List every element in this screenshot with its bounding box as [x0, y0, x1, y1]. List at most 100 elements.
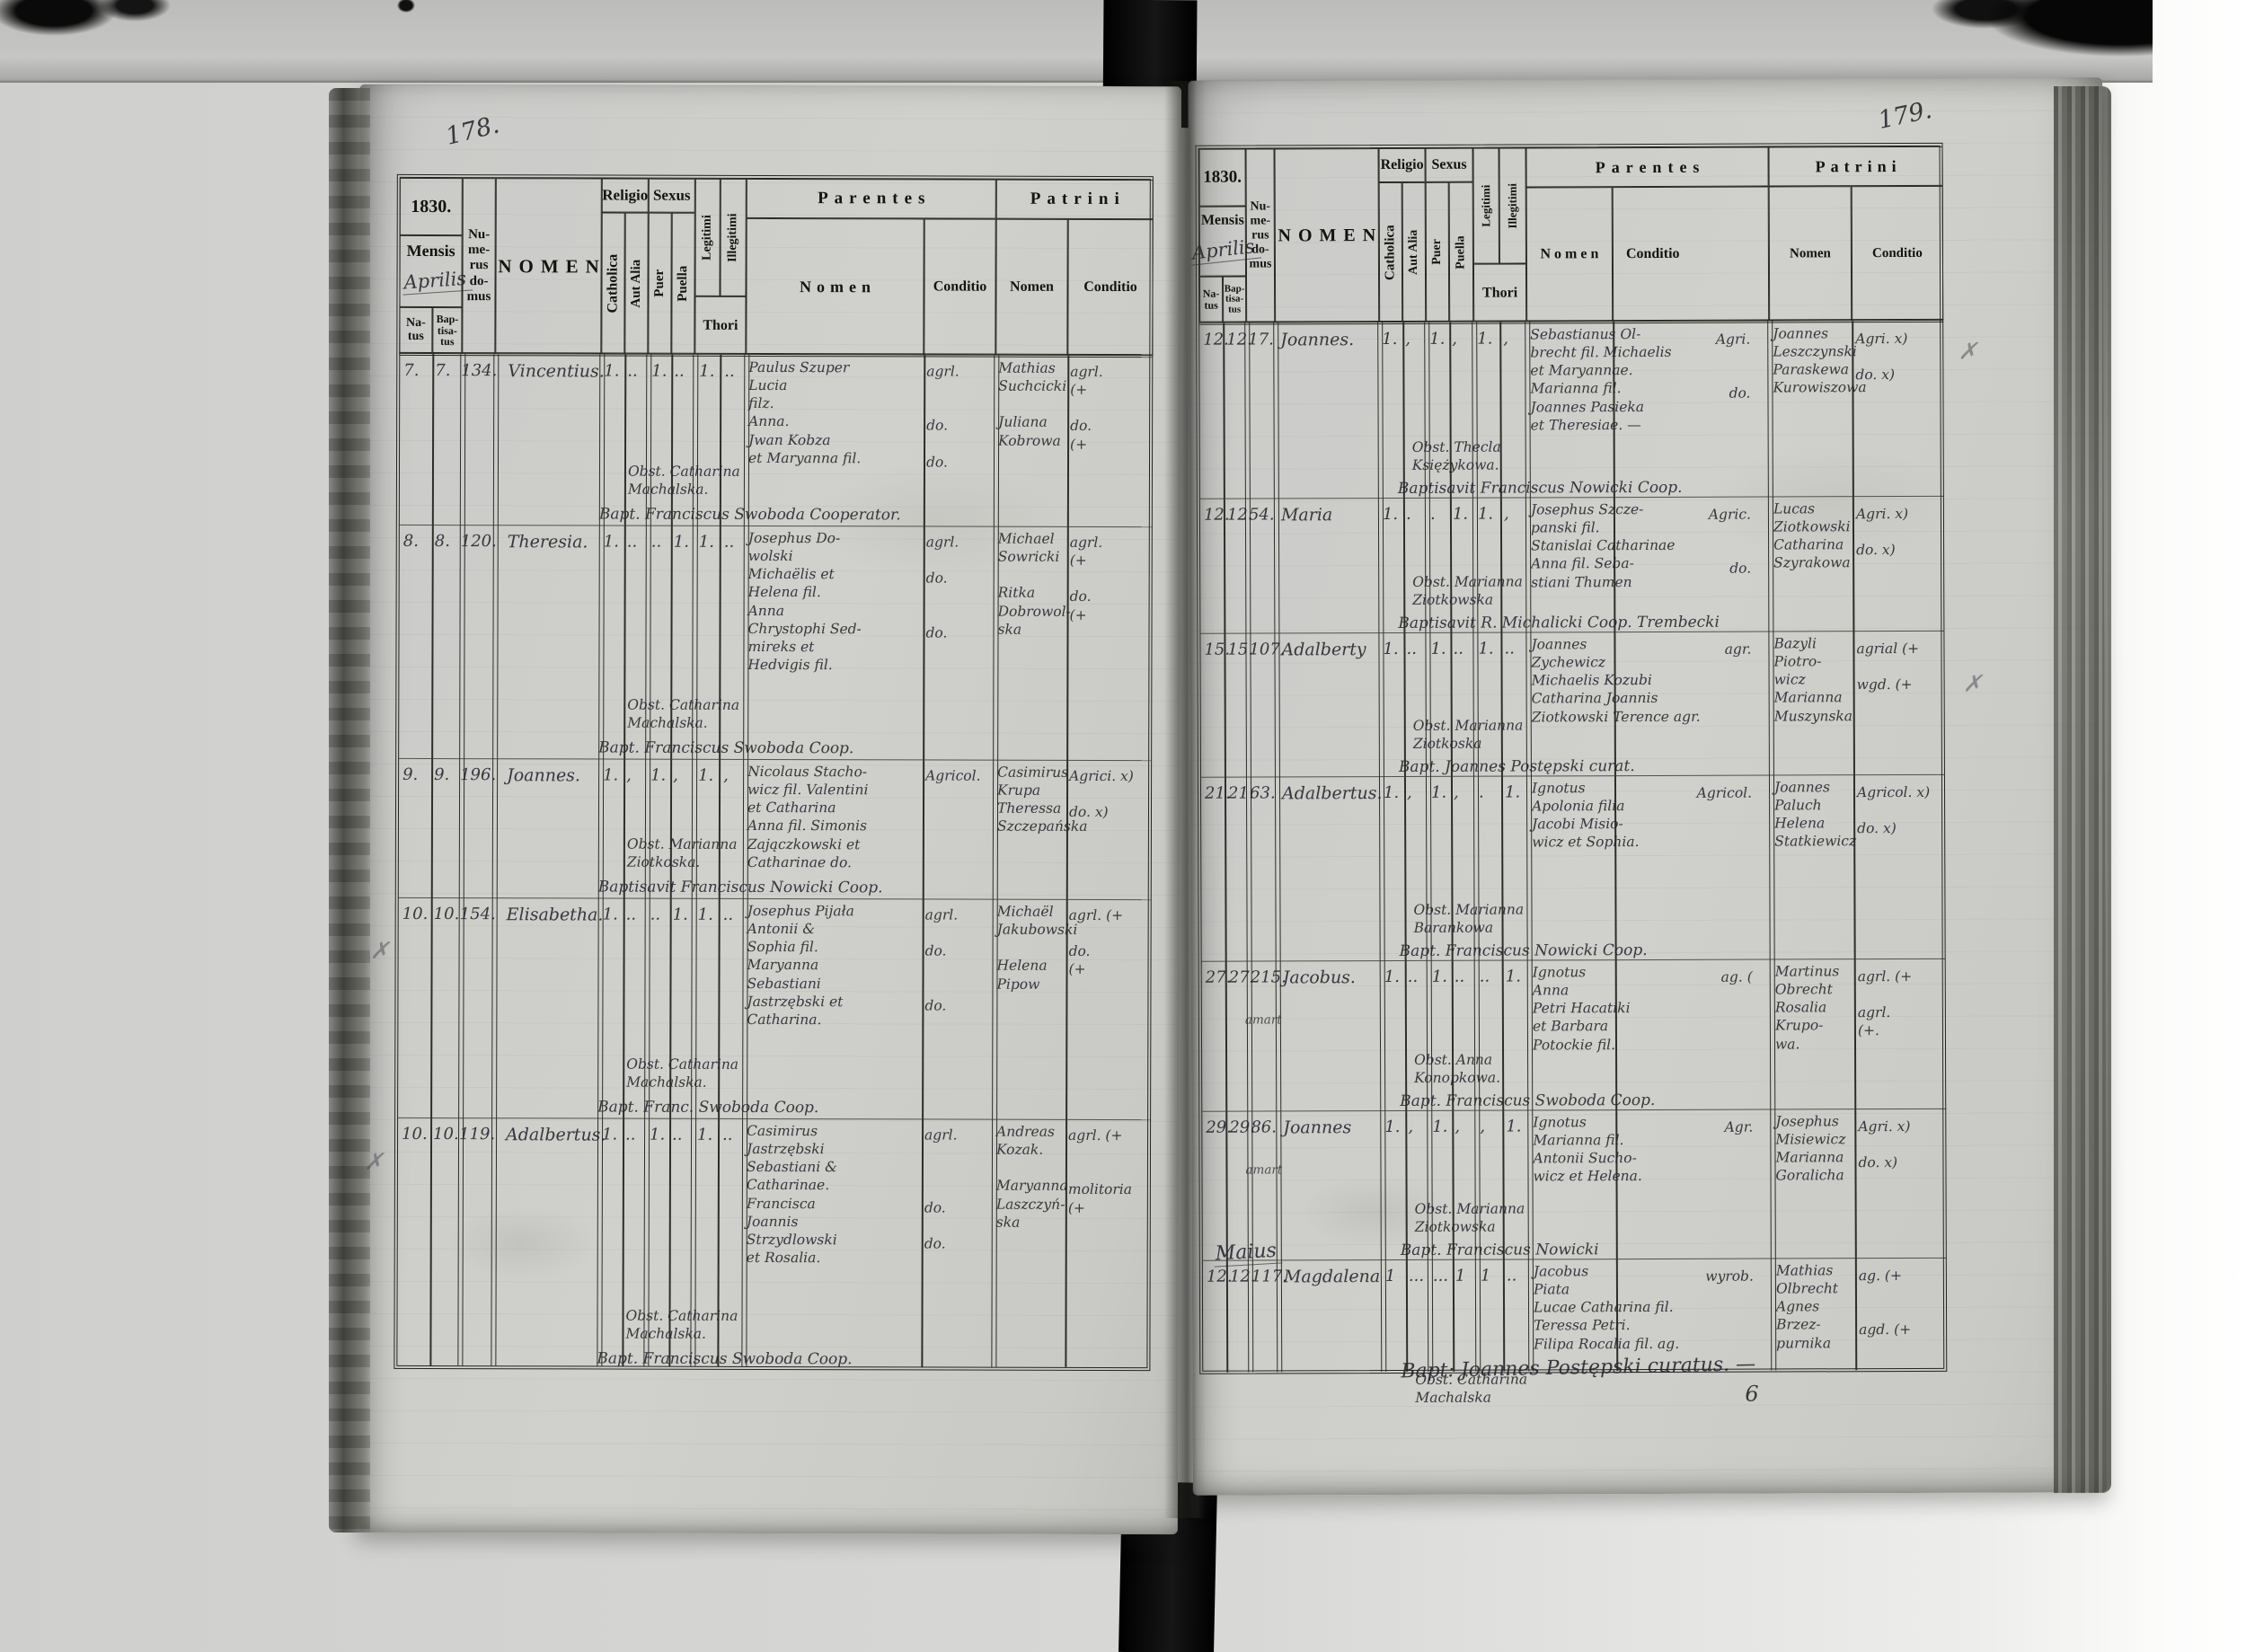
godparents-condition: agrl. (+ do. (+	[1068, 906, 1124, 978]
book-binding-edge	[329, 88, 370, 1533]
legitimi-flag: 1.	[699, 361, 715, 381]
aut-alia-flag: ..	[626, 532, 638, 552]
midwife-note: Obst. Marianna Ziotkoska	[1412, 717, 1524, 752]
midwife-note: Obst. Marianna Ziotkowska	[1414, 1200, 1525, 1235]
godparents-condition: agrl. (+ molitoria (+	[1067, 1126, 1133, 1216]
parents-condition: agr.	[1724, 640, 1752, 658]
illegitimi-flag: ..	[724, 361, 735, 381]
godparents-condition: Agri. x) do. x)	[1855, 505, 1909, 559]
baptizing-priest-note: Bapt. Franciscus Swoboda Cooperator.	[598, 505, 901, 525]
puella-flag: ..	[1453, 639, 1463, 658]
godparents-condition: Agricol. x) do. x)	[1856, 783, 1931, 837]
aut-alia-flag: ..	[625, 905, 637, 924]
catholica-flag: 1.	[1383, 782, 1400, 803]
godparents-names: Josephus Misiewicz Marianna Goralicha	[1775, 1113, 1846, 1184]
aut-alia-flag: ,	[1405, 329, 1411, 349]
baptizing-priest-note: Bapt. Franciscus Nowicki Coop.	[1399, 941, 1648, 960]
legitimi-flag: 1.	[697, 905, 713, 924]
parents-condition: Agricol.	[925, 767, 981, 784]
entries-layer: 12. 12. 17. Joannes. 1. , 1. , 1. , Seba…	[1188, 77, 2107, 1496]
baptisatus-day-value: 8.	[434, 532, 450, 552]
natus-day-value: 7.	[403, 360, 420, 380]
puella-flag: ..	[674, 361, 685, 381]
godparents-condition: agrl. (+ do. (+	[1069, 534, 1103, 623]
aut-alia-flag: ..	[625, 1125, 636, 1144]
baptizing-priest-note: Bapt. Franciscus Swoboda Coop.	[1400, 1091, 1656, 1110]
baptizing-priest-note: Baptisavit Franciscus Nowicki Coop.	[597, 878, 883, 897]
aut-alia-flag: ..	[1406, 639, 1417, 658]
aut-alia-flag: ,	[1406, 782, 1412, 802]
book-gutter-shadow	[1164, 81, 1206, 1518]
house-number-value: 215.	[1250, 967, 1287, 987]
aut-alia-flag: ...	[1408, 1266, 1425, 1285]
baptizing-priest-note: Bapt. Franc. Swoboda Coop.	[597, 1098, 819, 1118]
legitimi-flag: ..	[1479, 967, 1490, 986]
child-name-value: Magdalena	[1283, 1267, 1381, 1287]
baptisatus-day-value: 15.	[1227, 640, 1254, 659]
puer-flag: .	[1429, 504, 1436, 524]
house-number-value: 120.	[460, 532, 497, 552]
register-page-right: 179. 1830. Mensis Aprilis Na- tus Bap- t…	[1188, 77, 2108, 1496]
legitimi-flag: 1.	[697, 1125, 713, 1144]
godparents-names: Martinus Obrecht Rosalia Krupo- wa.	[1774, 963, 1840, 1053]
legitimi-flag: 1.	[1478, 639, 1494, 658]
illegitimi-flag: ..	[1506, 1266, 1517, 1285]
child-name-value: Joannes.	[1280, 330, 1355, 350]
illegitimi-flag: ..	[722, 905, 734, 924]
child-name-value: Jacobus.	[1282, 967, 1356, 988]
catholica-flag: 1.	[603, 765, 619, 785]
legitimi-flag: 1	[1480, 1266, 1491, 1285]
baptisatus-day-value: 10.	[433, 1125, 459, 1144]
catholica-flag: 1.	[1382, 504, 1399, 525]
parents-condition: agrl. do. do.	[924, 1126, 958, 1252]
register-entry: 9. 9. 196. Joannes. 1. , 1. , 1. , Nicol…	[358, 758, 1180, 899]
puella-flag: 1.	[672, 905, 688, 924]
godparents-condition: agrl. (+ agrl. (+.	[1857, 967, 1913, 1039]
baptizing-priest-note: Bapt. Joannes Postępski curat.	[1398, 757, 1635, 776]
house-number-value: 154.	[459, 905, 496, 924]
natus-day-value: 12.	[1203, 330, 1229, 349]
puella-flag: ..	[672, 1125, 683, 1144]
natus-day-value: 10.	[402, 1124, 428, 1144]
register-entry: 27. 27. 215. Jacobus. amart 1. .. 1. .. …	[1191, 958, 2107, 1111]
register-entry: 21. 21. 63. Adalbertus. 1. , 1. , . 1. I…	[1190, 773, 2106, 961]
house-number-value: 119.	[459, 1125, 496, 1144]
parents-condition: agrl. do. do.	[924, 906, 959, 1014]
natus-day-value: 8.	[402, 531, 419, 551]
puella-flag: ,	[1453, 782, 1459, 802]
natus-day-value: 21.	[1204, 783, 1231, 803]
parents-condition: Agr.	[1724, 1118, 1754, 1135]
catholica-flag: 1.	[603, 532, 619, 552]
godparents-names: Lucas Ziotkowski Catharina Szyrakowa	[1773, 500, 1851, 571]
puer-flag: 1.	[651, 361, 668, 381]
midwife-note: Obst. Marianna Ziotkoska.	[626, 835, 738, 870]
puer-flag: 1.	[1430, 782, 1447, 802]
natus-day-value: 15.	[1204, 640, 1231, 659]
baptisatus-day-value: 29.	[1229, 1118, 1255, 1137]
legitimi-flag: ,	[1480, 1117, 1486, 1136]
register-entry: 10. 10. 154. Elisabetha. 1. .. .. 1. 1. …	[357, 897, 1180, 1119]
parents-names: Nicolaus Stacho- wicz fil. Valentini et …	[747, 763, 869, 870]
godparents-names: Bazyli Piotro- wicz Marianna Muszynska	[1773, 635, 1853, 725]
baptisatus-day-value: 12.	[1226, 505, 1253, 525]
entries-layer: 7. 7. 134. Vincentius. 1. .. 1. .. 1. ..…	[356, 84, 1181, 1534]
catholica-flag: 1.	[602, 1125, 618, 1144]
aut-alia-flag: ..	[627, 361, 638, 381]
puer-flag: 1.	[650, 1125, 666, 1144]
baptisatus-day-value: 7.	[435, 361, 451, 381]
legitimi-flag: 1.	[1477, 504, 1494, 524]
register-entry: 29. 29. 86. Joannes amart 1. , 1. , , 1.…	[1191, 1108, 2107, 1260]
godparents-condition: Agri. x) do. x)	[1855, 330, 1908, 384]
house-number-value: 54.	[1248, 505, 1275, 525]
midwife-note: Obst. Catharina Machalska.	[627, 463, 740, 498]
baptisatus-day-value: 27.	[1228, 967, 1255, 987]
midwife-note: Obst. Thecla Księżykowa.	[1411, 438, 1501, 473]
house-number-value: 107.	[1249, 640, 1286, 659]
child-name-value: Maria	[1280, 505, 1333, 526]
catholica-flag: 1.	[1383, 639, 1399, 659]
godparents-names: Joannes Paluch Helena Statkiewicz	[1773, 779, 1857, 850]
house-number-value: 17.	[1248, 330, 1274, 349]
midwife-note: Obst. Catharina Machalska.	[627, 696, 740, 731]
baptisatus-day-value: 12.	[1229, 1267, 1256, 1286]
godparents-condition: agrial (+ wgd. (+	[1856, 640, 1920, 693]
